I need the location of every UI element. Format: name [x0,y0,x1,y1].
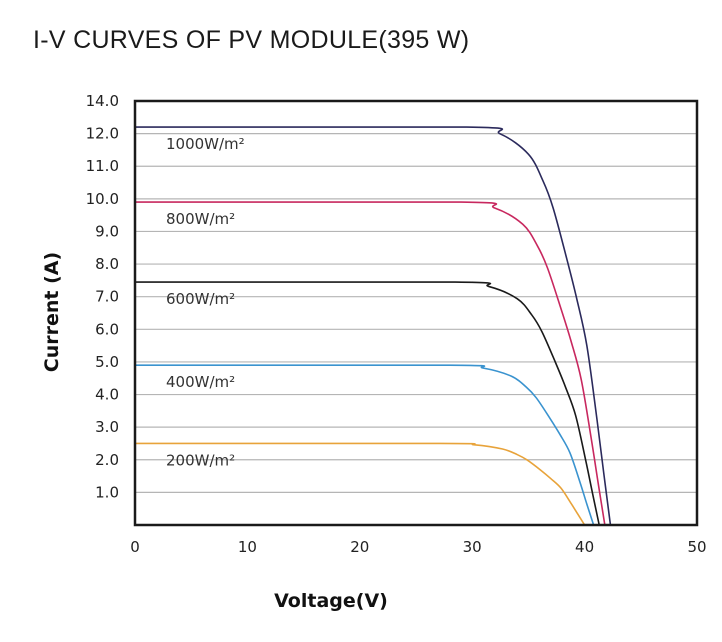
x-tick-label: 50 [687,538,706,556]
y-tick-label: 5.0 [95,353,119,371]
y-tick-label: 11.0 [86,157,119,175]
y-tick-label: 8.0 [95,255,119,273]
chart-title: I-V CURVES OF PV MODULE(395 W) [33,26,470,54]
iv-curve-series [135,442,586,526]
y-tick-label: 6.0 [95,320,119,338]
plot-frame [133,99,699,527]
y-tick-label: 2.0 [95,451,119,469]
y-tick-label: 1.0 [95,483,119,501]
y-axis-title: Current (A) [41,252,63,372]
y-tick-label: 10.0 [86,190,119,208]
x-tick-label: 30 [463,538,482,556]
series-label: 400W/m² [166,373,235,391]
iv-curve-series [134,201,606,526]
y-tick-label: 7.0 [95,288,119,306]
y-tick-label: 9.0 [95,222,119,240]
y-tick-label: 4.0 [95,386,119,404]
x-tick-label: 40 [575,538,594,556]
series-label: 200W/m² [166,451,235,469]
y-tick-label: 14.0 [86,92,119,110]
series-label: 1000W/m² [166,135,245,153]
x-tick-label: 10 [238,538,257,556]
y-tick-label: 12.0 [86,125,119,143]
iv-curve-series [135,364,595,526]
series-label: 800W/m² [166,210,235,228]
x-tick-label: 0 [130,538,140,556]
y-tick-label: 3.0 [95,418,119,436]
x-axis-title: Voltage(V) [274,590,388,612]
x-tick-label: 20 [350,538,369,556]
series-label: 600W/m² [166,290,235,308]
iv-curve-series [135,126,612,526]
iv-curve-series [135,281,600,526]
